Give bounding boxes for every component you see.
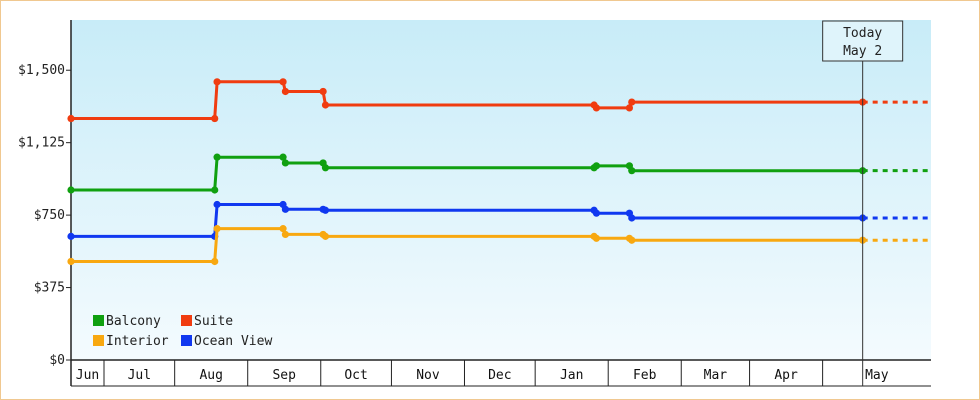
- data-point: [211, 186, 219, 194]
- x-month-label: May: [865, 368, 889, 383]
- y-tick-label: $0: [49, 353, 65, 368]
- data-point: [321, 206, 330, 214]
- data-point: [211, 257, 219, 266]
- x-month-label: Aug: [199, 368, 222, 383]
- series-suite: [67, 78, 931, 123]
- today-date: May 2: [843, 44, 882, 59]
- series-interior: [67, 225, 931, 266]
- legend-swatch-suite: [181, 315, 192, 326]
- data-point: [279, 78, 287, 86]
- data-point: [321, 164, 330, 172]
- data-point: [628, 167, 636, 175]
- today-marker: Today May 2: [822, 20, 904, 386]
- data-point: [321, 101, 330, 109]
- today-label: Today: [843, 26, 882, 41]
- data-point: [628, 236, 636, 244]
- data-point: [67, 114, 75, 123]
- legend-label-ocean-view: Ocean View: [194, 334, 272, 349]
- x-month-label: Jun: [76, 368, 99, 383]
- x-month-label: Mar: [704, 368, 728, 383]
- data-point: [213, 153, 221, 161]
- y-tick-label: $1,125: [18, 136, 65, 151]
- legend-swatch-ocean-view: [181, 335, 192, 346]
- x-month-label: Apr: [774, 368, 798, 383]
- today-box: [822, 20, 904, 62]
- y-tick-label: $1,500: [18, 63, 65, 78]
- data-point: [628, 98, 636, 106]
- data-point: [592, 162, 601, 170]
- legend: Balcony Suite Interior Ocean View: [93, 314, 272, 349]
- data-point: [592, 234, 601, 242]
- x-month-label: Sep: [272, 368, 296, 383]
- data-point: [592, 104, 601, 112]
- legend-label-interior: Interior: [106, 334, 169, 349]
- data-point: [67, 232, 75, 240]
- data-point: [281, 159, 290, 167]
- x-month-label: Oct: [344, 368, 367, 383]
- legend-label-suite: Suite: [194, 314, 233, 329]
- x-month-label: Jul: [128, 368, 151, 383]
- data-point: [319, 87, 327, 96]
- x-month-label: Jan: [560, 368, 583, 383]
- data-point: [625, 104, 634, 112]
- data-point: [321, 232, 330, 240]
- data-point: [67, 186, 75, 194]
- data-point: [211, 114, 219, 123]
- x-month-label: Dec: [488, 368, 511, 383]
- x-month-label: Feb: [633, 368, 657, 383]
- data-point: [281, 87, 290, 96]
- data-point: [279, 153, 287, 161]
- data-point: [213, 200, 221, 209]
- y-tick-label: $375: [34, 281, 65, 296]
- data-point: [67, 257, 75, 266]
- data-point: [281, 230, 290, 239]
- series-layer: [67, 78, 931, 266]
- y-tick-label: $750: [34, 208, 65, 223]
- legend-swatch-balcony: [93, 315, 104, 326]
- axis-layer: $0 $375 $750 $1,125 $1,500 Jun Jul Aug Sep Oct Nov…: [18, 20, 931, 387]
- x-month-label: Nov: [416, 368, 440, 383]
- legend-label-balcony: Balcony: [106, 314, 161, 329]
- series-ocean-view: [67, 200, 931, 240]
- data-point: [279, 225, 287, 233]
- legend-swatch-interior: [93, 335, 104, 346]
- series-balcony: [67, 153, 931, 194]
- data-point: [213, 225, 221, 233]
- data-point: [281, 205, 290, 213]
- data-point: [213, 78, 221, 86]
- data-point: [592, 209, 601, 217]
- data-point: [628, 214, 636, 222]
